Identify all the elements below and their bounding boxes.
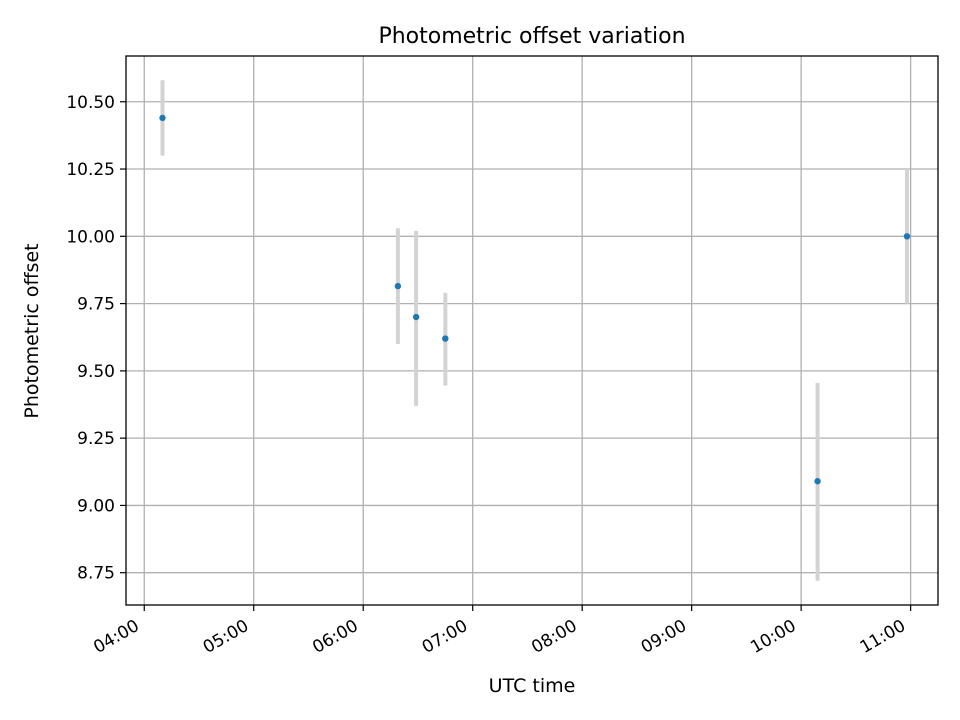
y-tick-label: 10.50 xyxy=(66,93,115,113)
y-tick-label: 9.50 xyxy=(77,362,115,382)
y-axis-label: Photometric offset xyxy=(21,243,43,418)
y-tick-label: 9.75 xyxy=(77,295,115,315)
data-points xyxy=(159,114,911,485)
y-tick-label: 10.00 xyxy=(66,227,115,247)
x-axis-label: UTC time xyxy=(489,675,576,697)
plot-frame xyxy=(125,55,939,606)
y-tick-label: 9.00 xyxy=(77,496,115,516)
x-tick-label: 10:00 xyxy=(747,616,799,658)
data-point xyxy=(412,313,420,321)
x-tick-label: 04:00 xyxy=(90,616,142,658)
x-tick-label: 05:00 xyxy=(200,616,252,658)
data-point xyxy=(814,478,821,485)
y-tick-label: 9.25 xyxy=(77,429,115,449)
y-tick-label: 10.25 xyxy=(66,160,115,180)
x-tick-label: 08:00 xyxy=(528,616,580,658)
x-tick-label: 07:00 xyxy=(419,616,471,658)
grid xyxy=(126,56,938,605)
y-tick-label: 8.75 xyxy=(77,564,115,584)
data-point xyxy=(394,282,402,290)
data-point xyxy=(159,114,166,122)
chart-title: Photometric offset variation xyxy=(378,24,685,49)
data-point xyxy=(903,233,911,240)
x-tick-label: 06:00 xyxy=(309,616,361,658)
y-axis-ticks: 8.75 9.00 9.25 9.50 9.75 10.00 10.25 10.50 xyxy=(66,93,126,584)
x-tick-label: 11:00 xyxy=(857,616,909,658)
x-axis-ticks: 04:00 05:00 06:00 07:00 08:00 09:00 10:00 11:00 xyxy=(90,605,912,658)
data-point xyxy=(442,335,449,342)
x-tick-label: 09:00 xyxy=(638,616,690,658)
